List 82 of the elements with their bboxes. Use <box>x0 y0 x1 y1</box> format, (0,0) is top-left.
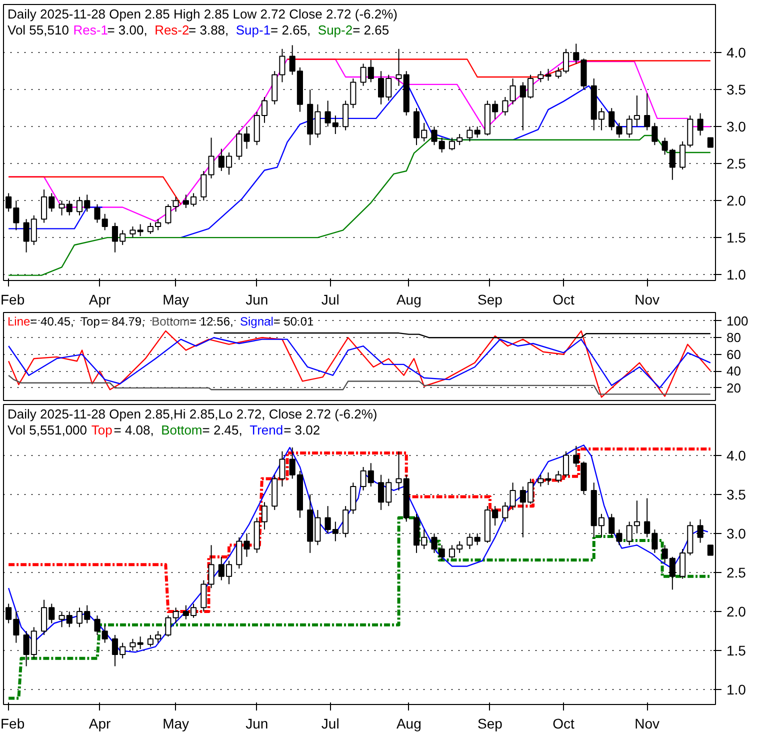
chart-title: Daily 2025-11-28 Open 2.85 High 2.85 Low 2.72 Close 2.72 (-6.2%) <box>8 6 398 22</box>
x-tick-label: Feb <box>0 292 25 308</box>
candlestick <box>165 614 172 638</box>
text: Sup-1 <box>236 22 271 38</box>
x-tick-label: Jul <box>321 716 340 732</box>
chart-title: Daily 2025-11-28 Open 2.85,Hi 2.85,Lo 2.72, Close 2.72 (-6.2%) <box>8 406 378 422</box>
candlestick <box>707 544 714 556</box>
candlestick <box>448 544 456 559</box>
annotation: = 2.65 <box>352 22 390 38</box>
y-tick-label: 1.0 <box>726 266 746 283</box>
annotation: = 4.08, <box>114 422 154 438</box>
text: Res-2 <box>154 22 190 38</box>
y-tick-label: 2.0 <box>726 192 746 209</box>
x-tick-label: Sep <box>478 716 503 732</box>
y-tick-label: 1.5 <box>726 642 746 659</box>
y-tick-label: 60 <box>726 346 741 362</box>
candlestick <box>502 96 508 116</box>
text: Bottom <box>161 422 202 438</box>
x-tick-label: Oct <box>552 716 574 732</box>
text: Res-1 <box>73 22 108 38</box>
candlestick <box>510 78 516 105</box>
line-series <box>8 330 712 398</box>
line-series <box>7 448 712 614</box>
x-tick-label: Jun <box>246 292 268 308</box>
x-tick-label: May <box>162 292 190 308</box>
y-tick-label: 40 <box>726 364 741 379</box>
candlestick <box>697 112 704 136</box>
y-tick-label: 3.0 <box>726 118 746 135</box>
annotation: = 3.88, <box>188 22 229 38</box>
text: Sup-2 <box>318 22 353 38</box>
line-series <box>8 337 712 389</box>
y-tick-label: 4.0 <box>726 447 746 464</box>
annotation: = 40.45, <box>30 314 74 328</box>
x-tick-label: Aug <box>396 716 422 732</box>
line-series <box>7 516 712 700</box>
candlestick <box>502 502 508 522</box>
x-tick-label: Oct <box>552 292 574 308</box>
text: Top <box>80 314 100 328</box>
annotation: = 50.01 <box>273 314 314 328</box>
y-tick-label: 1.5 <box>726 230 746 246</box>
x-tick-label: Jun <box>246 716 268 732</box>
text: Top <box>91 422 112 438</box>
annotation: = 2.45, <box>202 422 242 438</box>
x-tick-label: Apr <box>88 716 112 732</box>
candlestick <box>172 196 179 212</box>
y-tick-label: 2.5 <box>726 564 746 580</box>
text: Bottom <box>152 314 190 328</box>
text: Vol 55,510 <box>8 22 69 38</box>
annotation: = 2.65, <box>270 22 311 38</box>
text: Line <box>8 314 31 328</box>
x-tick-label: Jul <box>321 292 340 308</box>
x-tick-label: Feb <box>0 716 25 732</box>
series-label: Trend <box>250 422 284 438</box>
y-tick-label: 80 <box>726 330 741 346</box>
y-tick-label: 1.0 <box>726 682 746 698</box>
x-tick-label: Nov <box>634 716 660 732</box>
line-series <box>8 374 712 395</box>
text: Vol 5,551,000 <box>8 422 88 438</box>
x-tick-label: Nov <box>634 292 660 308</box>
annotation: = 3.00, <box>107 22 148 38</box>
y-tick-label: 3.0 <box>726 525 746 542</box>
annotation: = 84.79, <box>101 314 145 328</box>
y-tick-label: 4.0 <box>726 44 746 61</box>
candlestick <box>707 137 714 148</box>
y-tick-label: 2.0 <box>726 604 746 620</box>
y-tick-label: 3.5 <box>726 82 746 98</box>
candlestick <box>172 607 179 624</box>
y-tick-label: 100 <box>726 313 748 328</box>
x-tick-label: Sep <box>478 292 503 308</box>
candlestick <box>510 482 516 510</box>
series-label: Signal <box>240 314 274 328</box>
candlestick <box>697 518 704 544</box>
candlestick <box>456 540 463 554</box>
y-tick-label: 3.5 <box>726 486 746 502</box>
candlestick <box>165 204 172 225</box>
y-tick-label: 20 <box>726 380 741 396</box>
annotation: = 12.56, <box>190 314 234 328</box>
x-tick-label: Aug <box>396 292 422 308</box>
x-tick-label: May <box>162 716 190 732</box>
annotation: = 3.02 <box>284 422 320 438</box>
x-tick-label: Apr <box>88 292 112 308</box>
y-tick-label: 2.5 <box>726 156 746 172</box>
